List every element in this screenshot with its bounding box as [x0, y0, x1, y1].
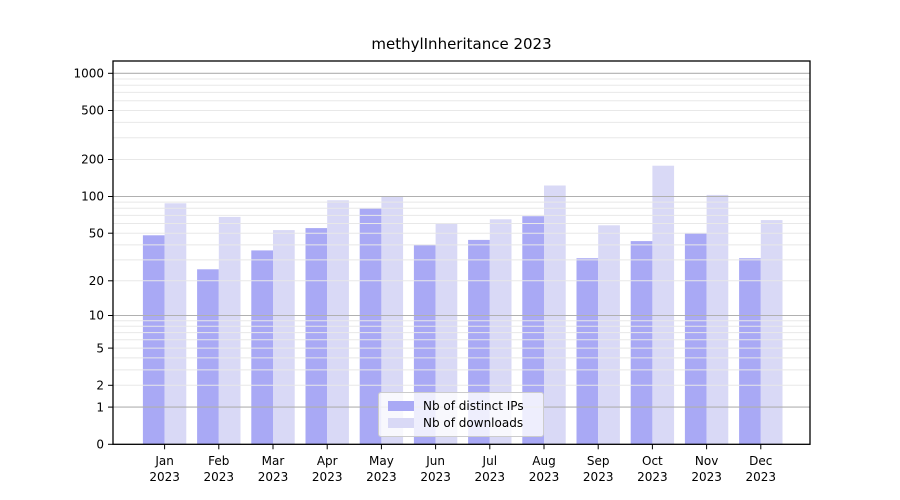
- x-tick-year-label-oct: 2023: [637, 470, 668, 484]
- bar-distinct-ips-feb: [197, 269, 219, 445]
- x-tick-year-label-nov: 2023: [691, 470, 722, 484]
- y-tick-label-1000: 1000: [73, 67, 104, 81]
- legend-swatch-distinct-ips: [388, 401, 414, 412]
- bar-distinct-ips-apr: [305, 228, 328, 445]
- legend: Nb of distinct IPs Nb of downloads: [378, 392, 544, 437]
- legend-item-distinct-ips: Nb of distinct IPs: [388, 399, 534, 413]
- bar-downloads-jan: [164, 203, 187, 445]
- bar-downloads-feb: [218, 216, 241, 445]
- bar-downloads-aug: [544, 185, 566, 445]
- bar-distinct-ips-oct: [630, 241, 653, 445]
- bar-distinct-ips-sep: [576, 258, 599, 445]
- bar-distinct-ips-nov: [684, 233, 707, 445]
- y-tick-label-10: 10: [89, 309, 104, 323]
- y-tick-label-50: 50: [89, 226, 104, 240]
- x-tick-year-label-aug: 2023: [529, 470, 560, 484]
- legend-swatch-downloads: [388, 417, 414, 428]
- x-tick-year-label-apr: 2023: [312, 470, 343, 484]
- x-tick-year-label-feb: 2023: [204, 470, 235, 484]
- y-tick-label-1: 1: [96, 400, 104, 414]
- x-tick-year-label-sep: 2023: [583, 470, 614, 484]
- x-tick-year-label-jun: 2023: [420, 470, 451, 484]
- x-tick-label-jan: Jan: [154, 454, 174, 468]
- x-tick-year-label-dec: 2023: [746, 470, 777, 484]
- bar-downloads-nov: [706, 194, 729, 445]
- x-tick-label-sep: Sep: [587, 454, 610, 468]
- bar-downloads-mar: [273, 230, 295, 445]
- x-tick-label-nov: Nov: [695, 454, 718, 468]
- plot-border: [112, 60, 811, 445]
- bar-distinct-ips-mar: [251, 250, 273, 445]
- bar-downloads-sep: [598, 225, 620, 445]
- x-tick-label-jun: Jun: [425, 454, 445, 468]
- bar-downloads-apr: [327, 200, 349, 445]
- x-tick-label-mar: Mar: [262, 454, 285, 468]
- bar-downloads-jul: [489, 219, 512, 445]
- bar-distinct-ips-aug: [522, 216, 544, 445]
- x-tick-label-oct: Oct: [642, 454, 663, 468]
- y-tick-label-100: 100: [81, 190, 104, 204]
- legend-item-downloads: Nb of downloads: [388, 416, 534, 430]
- x-tick-label-jul: Jul: [482, 454, 497, 468]
- bar-downloads-jun: [435, 223, 458, 445]
- x-tick-label-dec: Dec: [749, 454, 772, 468]
- x-tick-label-feb: Feb: [208, 454, 229, 468]
- x-tick-year-label-may: 2023: [366, 470, 397, 484]
- x-tick-year-label-jul: 2023: [475, 470, 506, 484]
- chart-title: methylInheritance 2023: [371, 35, 552, 53]
- x-tick-year-label-mar: 2023: [258, 470, 289, 484]
- y-tick-label-20: 20: [89, 274, 104, 288]
- y-tick-label-2: 2: [96, 379, 104, 393]
- bar-downloads-oct: [652, 165, 675, 445]
- y-tick-label-200: 200: [81, 153, 104, 167]
- y-tick-label-5: 5: [96, 341, 104, 355]
- y-tick-label-0: 0: [96, 438, 104, 452]
- bar-distinct-ips-dec: [739, 258, 761, 445]
- x-tick-year-label-jan: 2023: [149, 470, 180, 484]
- legend-label-distinct-ips: Nb of distinct IPs: [423, 399, 524, 414]
- y-tick-label-500: 500: [81, 104, 104, 118]
- legend-label-downloads: Nb of downloads: [423, 415, 524, 430]
- x-tick-label-may: May: [369, 454, 394, 468]
- x-tick-label-apr: Apr: [317, 454, 338, 468]
- x-tick-label-aug: Aug: [532, 454, 555, 468]
